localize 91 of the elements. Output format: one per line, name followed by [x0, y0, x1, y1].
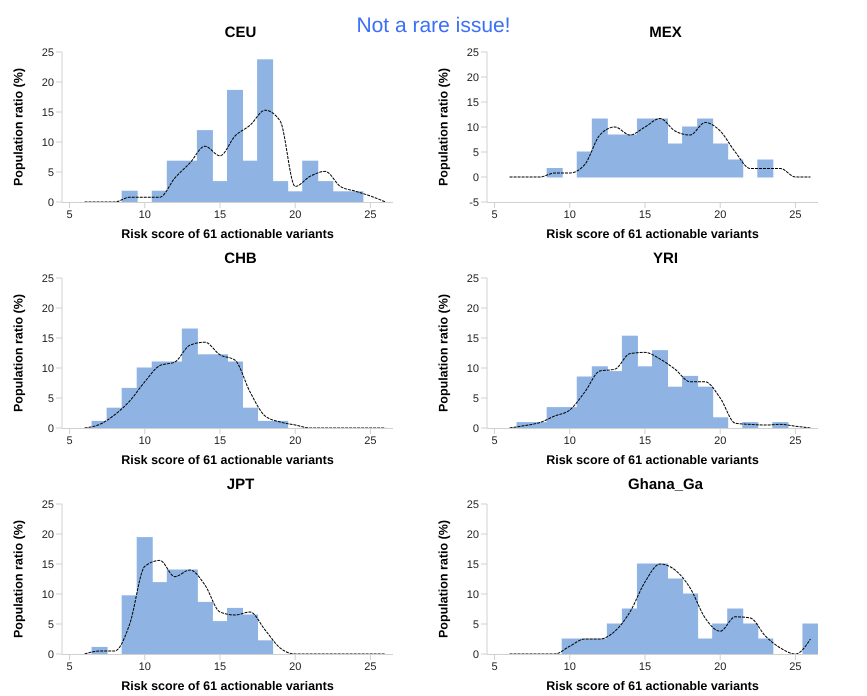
y-tick-label: 10	[466, 588, 479, 601]
x-tick-label: 15	[638, 434, 652, 447]
y-tick-label: 25	[466, 272, 479, 285]
y-axis-title: Population ratio (%)	[436, 520, 450, 638]
chart-title: JPT	[226, 475, 256, 495]
y-axis-title: Population ratio (%)	[436, 68, 450, 186]
x-tick-label: 10	[138, 660, 151, 673]
y-tick-label: 0	[48, 196, 54, 209]
y-axis-title: Population ratio (%)	[11, 520, 26, 638]
x-tick-label: 5	[66, 660, 73, 673]
y-tick-label: 15	[42, 558, 54, 571]
y-axis-title: Population ratio (%)	[11, 68, 26, 186]
y-tick-label: 15	[42, 106, 54, 119]
x-tick-label: 20	[714, 434, 726, 447]
y-tick-label: 15	[42, 332, 54, 345]
x-tick-label: 20	[289, 660, 302, 673]
y-tick-label: 10	[466, 362, 479, 375]
y-tick-label: 10	[42, 362, 54, 375]
y-tick-label: 25	[42, 498, 54, 511]
x-tick-label: 5	[66, 208, 73, 221]
x-tick-label: 10	[564, 434, 576, 447]
x-tick-label: 25	[364, 208, 377, 221]
chart-title: CEU	[224, 24, 256, 41]
y-tick-label: 20	[466, 302, 479, 315]
y-tick-label: 0	[48, 422, 54, 435]
x-tick-label: 15	[638, 208, 652, 221]
x-tick-label: 20	[289, 434, 302, 447]
y-tick-label: 10	[466, 122, 479, 134]
x-tick-label: 25	[789, 434, 802, 447]
line-series	[509, 352, 811, 428]
x-tick-label: 15	[638, 660, 652, 673]
x-tick-label: 5	[491, 208, 498, 221]
line-series	[84, 560, 386, 654]
x-tick-label: 20	[714, 208, 726, 221]
y-tick-label: 25	[42, 46, 54, 59]
y-tick-label: 25	[466, 46, 479, 59]
x-axis-title: Risk score of 61 actionable variants	[546, 679, 759, 693]
x-axis-title: Risk score of 61 actionable variants	[121, 227, 334, 241]
chart-title: MEX	[649, 24, 682, 41]
y-tick-label: 0	[48, 648, 54, 661]
x-axis-title: Risk score of 61 actionable variants	[546, 227, 759, 241]
x-tick-label: 10	[564, 208, 576, 221]
y-tick-label: 0	[472, 422, 479, 435]
x-tick-label: 20	[289, 208, 302, 221]
x-axis-title: Risk score of 61 actionable variants	[121, 453, 334, 467]
line-series	[84, 110, 386, 202]
y-tick-label: 25	[42, 272, 54, 285]
y-tick-label: 5	[48, 618, 54, 631]
y-tick-label: 15	[466, 332, 479, 345]
y-tick-label: 20	[466, 528, 479, 541]
y-tick-label: 5	[48, 166, 54, 179]
y-tick-label: 5	[472, 392, 479, 405]
x-axis-title: Risk score of 61 actionable variants	[546, 453, 759, 467]
x-tick-label: 10	[138, 208, 151, 221]
x-tick-label: 15	[214, 208, 226, 221]
y-tick-label: 20	[466, 72, 479, 84]
x-tick-label: 5	[66, 434, 73, 447]
y-tick-label: 10	[42, 588, 54, 601]
chart-title: YRI	[652, 249, 679, 269]
y-tick-label: 20	[42, 302, 54, 315]
y-tick-label: 5	[472, 146, 479, 159]
x-tick-label: 5	[491, 434, 498, 447]
y-tick-label: 20	[42, 528, 54, 541]
x-axis-title: Risk score of 61 actionable variants	[121, 679, 334, 693]
y-tick-label: 20	[42, 76, 54, 89]
y-axis-title: Population ratio (%)	[11, 294, 26, 412]
y-axis-title: Population ratio (%)	[436, 294, 450, 412]
chart-title: Ghana_Ga	[626, 475, 704, 495]
y-tick-label: 15	[466, 558, 479, 571]
y-tick-label: 0	[472, 172, 479, 184]
y-tick-label: 25	[466, 498, 479, 511]
y-tick-label: 5	[472, 618, 479, 631]
x-tick-label: 15	[214, 660, 226, 673]
x-tick-label: 25	[364, 434, 377, 447]
x-tick-label: 20	[714, 660, 726, 673]
y-tick-label: 5	[48, 392, 54, 405]
x-tick-label: 5	[491, 660, 498, 673]
x-tick-label: 25	[789, 208, 802, 221]
y-tick-label: 0	[472, 648, 479, 661]
x-tick-label: 15	[214, 434, 226, 447]
x-tick-label: 25	[789, 660, 802, 673]
x-tick-label: 25	[364, 660, 377, 673]
y-tick-label: 15	[466, 96, 479, 109]
line-series	[84, 342, 386, 428]
chart-title: CHB	[223, 249, 258, 269]
x-tick-label: 10	[138, 434, 151, 447]
y-tick-label: -5	[469, 196, 479, 209]
text: Not a rare issue!	[356, 14, 511, 38]
line-series	[509, 118, 811, 178]
y-tick-label: 10	[42, 136, 54, 149]
x-tick-label: 10	[564, 660, 576, 673]
